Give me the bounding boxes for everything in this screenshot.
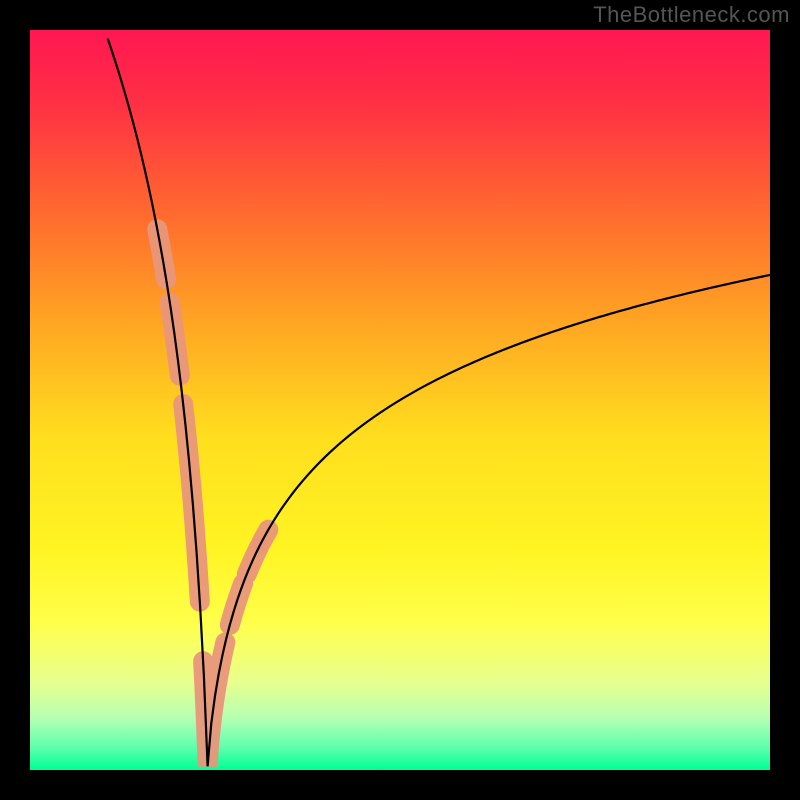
plot-area: [30, 30, 770, 770]
curve-svg: [30, 30, 770, 770]
chart-container: TheBottleneck.com: [0, 0, 800, 800]
highlight-segments: [157, 229, 268, 766]
watermark-text: TheBottleneck.com: [593, 2, 790, 28]
